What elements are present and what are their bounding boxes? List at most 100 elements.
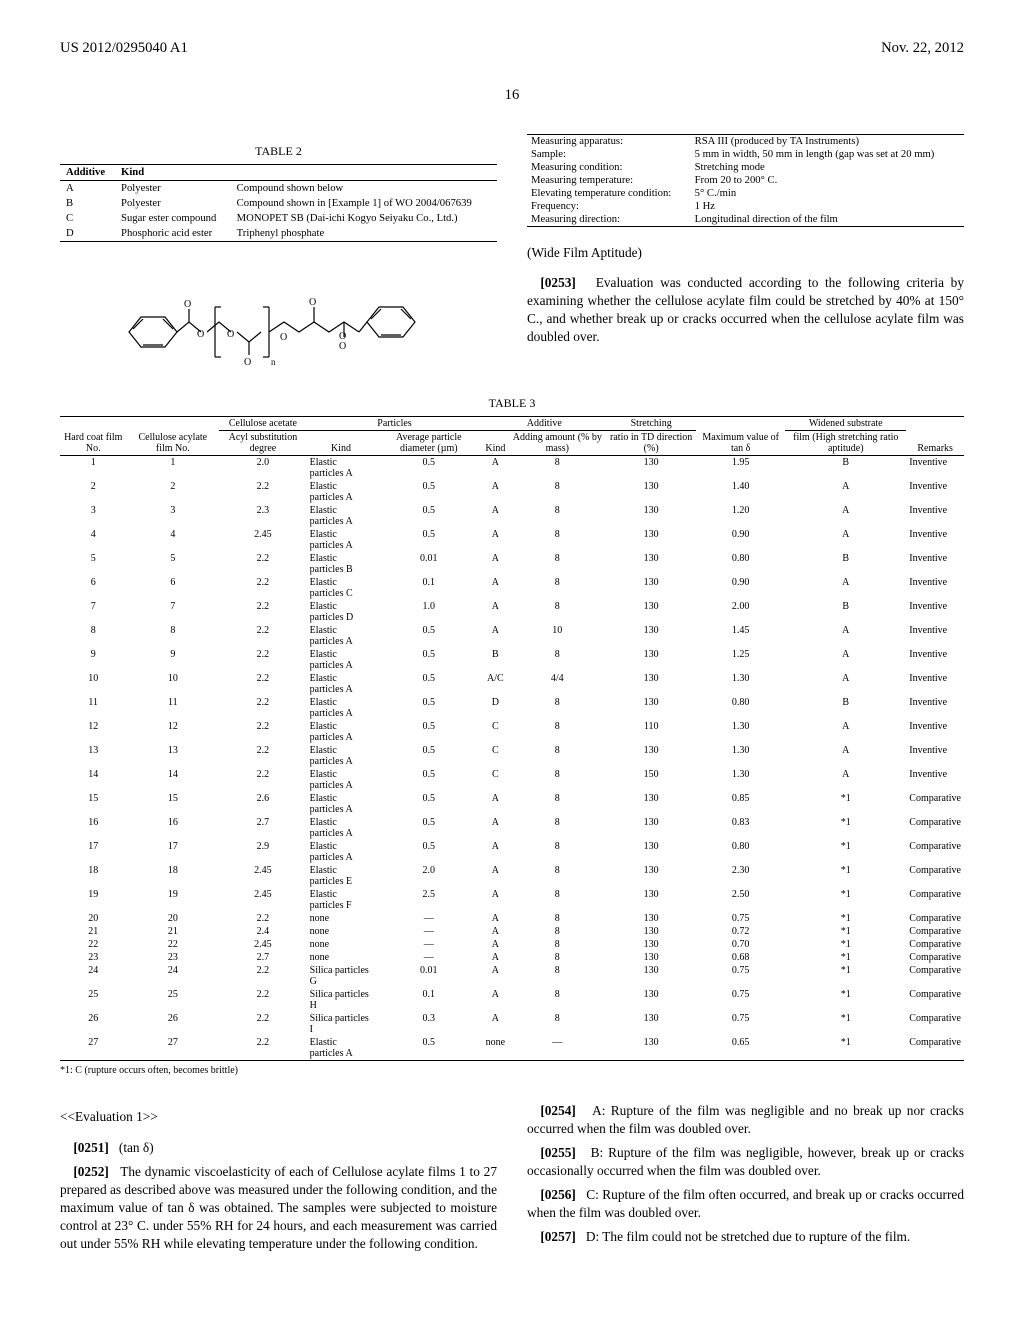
p0254-text: A: Rupture of the film was negligible an… (527, 1103, 964, 1136)
table3-cell: — (508, 1036, 606, 1061)
table3: Cellulose acetate Particles Additive Str… (60, 416, 964, 1061)
table3-cell: *1 (785, 912, 906, 925)
table3-cell: 130 (606, 938, 696, 951)
cond-cell: Measuring temperature: (527, 174, 691, 187)
table3-cell: 1.30 (696, 768, 785, 792)
table3-cell: 8 (508, 528, 606, 552)
table3-cell: Inventive (906, 624, 964, 648)
table3-cell: 21 (60, 925, 126, 938)
p0257-label: [0257] (540, 1229, 576, 1244)
table3-cell: 6 (126, 576, 219, 600)
table3-cell: 0.5 (375, 480, 482, 504)
table3-cell: *1 (785, 840, 906, 864)
table3-cell: Comparative (906, 792, 964, 816)
table3-cell: Elastic particles A (307, 624, 376, 648)
table3-cell: 1.95 (696, 456, 785, 481)
table3-cell: Elastic particles C (307, 576, 376, 600)
table3-cell: 2.0 (219, 456, 306, 481)
table3-cell: 22 (126, 938, 219, 951)
table3-cell: Inventive (906, 480, 964, 504)
table3-title: TABLE 3 (60, 396, 964, 411)
table3-cell: 16 (126, 816, 219, 840)
table3-cell: A (482, 951, 508, 964)
table3-cell: 130 (606, 504, 696, 528)
table-row: 12122.2Elastic particles A0.5C81101.30AI… (60, 720, 964, 744)
table-row: 332.3Elastic particles A0.5A81301.20AInv… (60, 504, 964, 528)
table2-cell: Polyester (115, 196, 231, 211)
table3-cell: 22 (60, 938, 126, 951)
table3-cell: Inventive (906, 552, 964, 576)
table3-cell: 26 (126, 1012, 219, 1036)
table3-cell: 0.5 (375, 744, 482, 768)
table3-cell: 17 (60, 840, 126, 864)
t3-col-header: ratio in TD direction (%) (606, 431, 696, 456)
table3-cell: 8 (126, 624, 219, 648)
t3-col-header: film (High stretching ratio aptitude) (785, 431, 906, 456)
table3-cell: 0.5 (375, 840, 482, 864)
table3-cell: 19 (126, 888, 219, 912)
table3-cell: *1 (785, 988, 906, 1012)
p0256-text: C: Rupture of the film often occurred, a… (527, 1187, 964, 1220)
table3-cell: 130 (606, 480, 696, 504)
table3-cell: Silica particles G (307, 964, 376, 988)
table3-cell: 9 (60, 648, 126, 672)
table3-cell: 8 (508, 840, 606, 864)
table3-cell: *1 (785, 864, 906, 888)
table3-cell: 1 (126, 456, 219, 481)
table3-footnote: *1: C (rupture occurs often, becomes bri… (60, 1065, 964, 1076)
table2-cell: Phosphoric acid ester (115, 226, 231, 242)
table3-cell: Elastic particles A (307, 792, 376, 816)
table3-cell: Elastic particles A (307, 1036, 376, 1061)
table3-cell: 2.30 (696, 864, 785, 888)
para-0254: [0254] A: Rupture of the film was neglig… (527, 1102, 964, 1138)
table3-cell: 8 (508, 1012, 606, 1036)
table3-cell: 2.45 (219, 864, 306, 888)
t3-gh-ca: Cellulose acetate (219, 417, 306, 431)
t3-col-header: Maximum value of tan δ (696, 431, 785, 456)
table3-cell: Elastic particles A (307, 816, 376, 840)
eval1-head: <<Evaluation 1>> (60, 1109, 497, 1125)
table3-cell: 2 (126, 480, 219, 504)
t2-h0: Additive (60, 165, 115, 181)
table-row: 662.2Elastic particles C0.1A81300.90AInv… (60, 576, 964, 600)
table3-cell: 2.2 (219, 576, 306, 600)
table3-cell: *1 (785, 1036, 906, 1061)
table3-cell: 20 (126, 912, 219, 925)
svg-text:O: O (309, 297, 316, 308)
table3-cell: 0.65 (696, 1036, 785, 1061)
table3-cell: 8 (508, 744, 606, 768)
table3-cell: 0.75 (696, 1012, 785, 1036)
table2-cell: D (60, 226, 115, 242)
table-row: 25252.2Silica particles H0.1A81300.75*1C… (60, 988, 964, 1012)
table3-cell: Comparative (906, 964, 964, 988)
table3-cell: 2.45 (219, 938, 306, 951)
table3-cell: 0.75 (696, 912, 785, 925)
table3-cell: Comparative (906, 912, 964, 925)
table3-cell: 2.2 (219, 1012, 306, 1036)
table3-cell: 0.5 (375, 1036, 482, 1061)
table3-cell: 24 (126, 964, 219, 988)
table3-cell: 2.2 (219, 648, 306, 672)
table3-cell: Elastic particles A (307, 528, 376, 552)
table-row: 19192.45Elastic particles F2.5A81302.50*… (60, 888, 964, 912)
table3-cell: 5 (60, 552, 126, 576)
table3-cell: 130 (606, 744, 696, 768)
table3-cell: 1.25 (696, 648, 785, 672)
table3-cell: 2.3 (219, 504, 306, 528)
table3-cell: 1 (60, 456, 126, 481)
table3-cell: 0.80 (696, 696, 785, 720)
table3-cell: A (482, 964, 508, 988)
p0252-label: [0252] (73, 1164, 109, 1179)
table3-cell: 130 (606, 696, 696, 720)
table3-cell: 2.2 (219, 720, 306, 744)
table3-cell: 7 (126, 600, 219, 624)
table3-cell: 10 (126, 672, 219, 696)
table-row: 24242.2Silica particles G0.01A81300.75*1… (60, 964, 964, 988)
table3-cell: 16 (60, 816, 126, 840)
table2-cell: C (60, 211, 115, 226)
table3-cell: 150 (606, 768, 696, 792)
table2: Additive Kind APolyesterCompound shown b… (60, 164, 497, 242)
table2-cell: Sugar ester compound (115, 211, 231, 226)
table2-cell: Compound shown in [Example 1] of WO 2004… (231, 196, 497, 211)
table-row: 14142.2Elastic particles A0.5C81501.30AI… (60, 768, 964, 792)
